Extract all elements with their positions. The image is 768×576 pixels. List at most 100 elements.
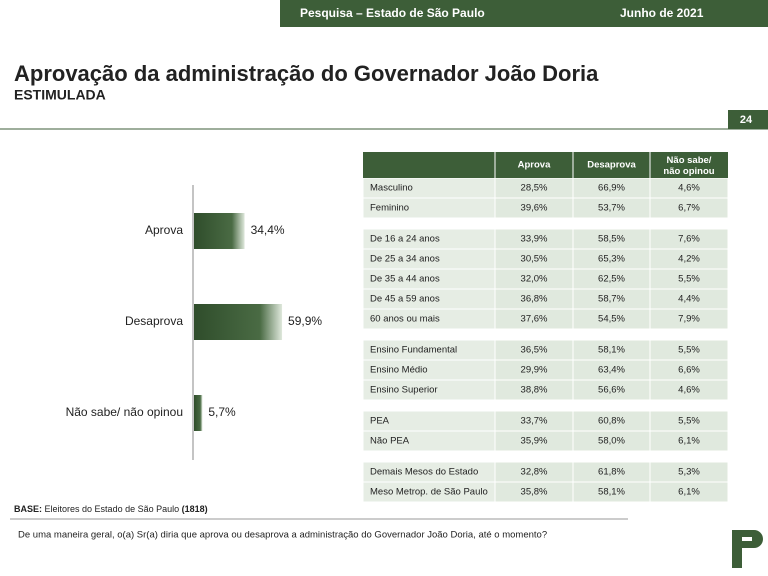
cell-bg — [495, 360, 573, 380]
cell-value: 58,1% — [598, 345, 625, 356]
cell-value: 53,7% — [598, 203, 625, 214]
subtitle: ESTIMULADA — [14, 87, 106, 103]
cell-value: 62,5% — [598, 274, 625, 285]
cell-bg — [573, 178, 650, 198]
cell-value: 58,0% — [598, 436, 625, 447]
cell-bg — [573, 431, 650, 451]
cell-bg — [495, 380, 573, 400]
cell-value: 5,5% — [678, 274, 700, 285]
category-label: Desaprova — [125, 314, 183, 328]
row-label: Masculino — [370, 183, 413, 194]
cell-value: 61,8% — [598, 467, 625, 478]
row-label: Demais Mesos do Estado — [370, 467, 478, 478]
cell-value: 39,6% — [521, 203, 548, 214]
cell-bg — [573, 269, 650, 289]
cell-value: 4,6% — [678, 385, 700, 396]
cell-bg — [495, 462, 573, 482]
row-label: De 35 a 44 anos — [370, 274, 440, 285]
cell-bg — [650, 229, 728, 249]
cell-bg — [495, 309, 573, 329]
cell-bg — [650, 340, 728, 360]
question: De uma maneira geral, o(a) Sr(a) diria q… — [18, 530, 547, 541]
cell-bg — [363, 178, 495, 198]
cell-bg — [495, 269, 573, 289]
cell-bg — [495, 340, 573, 360]
row-label: Ensino Médio — [370, 365, 428, 376]
row-label: Ensino Fundamental — [370, 345, 457, 356]
cell-bg — [363, 431, 495, 451]
base-note: BASE: Eleitores do Estado de São Paulo (… — [14, 504, 208, 514]
cell-bg — [650, 431, 728, 451]
cell-bg — [650, 411, 728, 431]
cell-value: 28,5% — [521, 183, 548, 194]
cell-bg — [650, 360, 728, 380]
cell-value: 4,6% — [678, 183, 700, 194]
cell-value: 7,9% — [678, 314, 700, 325]
cell-bg — [573, 411, 650, 431]
cell-value: 66,9% — [598, 183, 625, 194]
bar — [194, 304, 283, 340]
cell-bg — [363, 229, 495, 249]
cell-bg — [495, 482, 573, 502]
category-label: Não sabe/ não opinou — [66, 405, 183, 419]
cell-value: 5,5% — [678, 345, 700, 356]
cell-value: 60,8% — [598, 416, 625, 427]
header-bar — [280, 0, 768, 27]
header-date: Junho de 2021 — [620, 6, 704, 20]
bar — [194, 395, 203, 431]
cell-bg — [363, 249, 495, 269]
cell-value: 37,6% — [521, 314, 548, 325]
cell-value: 33,9% — [521, 234, 548, 245]
cell-value: 36,8% — [521, 294, 548, 305]
cell-value: 30,5% — [521, 254, 548, 265]
value-label: 59,9% — [288, 314, 322, 328]
cell-bg — [363, 289, 495, 309]
page-number-box — [728, 110, 768, 129]
cell-bg — [363, 198, 495, 218]
column-header: Não sabe/não opinou — [663, 155, 714, 177]
cell-bg — [495, 289, 573, 309]
cell-bg — [650, 289, 728, 309]
cell-value: 6,1% — [678, 436, 700, 447]
base-text: Eleitores do Estado de São Paulo — [45, 504, 180, 514]
row-label: Ensino Superior — [370, 385, 438, 396]
cell-bg — [650, 482, 728, 502]
cell-value: 56,6% — [598, 385, 625, 396]
cell-value: 63,4% — [598, 365, 625, 376]
cell-value: 6,1% — [678, 487, 700, 498]
category-label: Aprova — [145, 223, 183, 237]
cell-value: 5,5% — [678, 416, 700, 427]
cell-bg — [650, 269, 728, 289]
row-label: Feminino — [370, 203, 409, 214]
cell-bg — [573, 462, 650, 482]
cell-bg — [363, 482, 495, 502]
cell-bg — [650, 178, 728, 198]
cell-bg — [650, 380, 728, 400]
cell-value: 35,9% — [521, 436, 548, 447]
cell-value: 5,3% — [678, 467, 700, 478]
logo — [732, 530, 763, 568]
cell-value: 32,0% — [521, 274, 548, 285]
row-label: De 25 a 34 anos — [370, 254, 440, 265]
cell-bg — [363, 380, 495, 400]
value-label: 5,7% — [208, 405, 236, 419]
cell-value: 35,8% — [521, 487, 548, 498]
cell-bg — [573, 360, 650, 380]
cell-bg — [650, 198, 728, 218]
cell-value: 54,5% — [598, 314, 625, 325]
cell-value: 36,5% — [521, 345, 548, 356]
cell-value: 58,1% — [598, 487, 625, 498]
cell-value: 65,3% — [598, 254, 625, 265]
column-header: Desaprova — [587, 160, 636, 171]
cell-bg — [495, 229, 573, 249]
cell-value: 58,7% — [598, 294, 625, 305]
cell-bg — [573, 340, 650, 360]
base-label: BASE: — [14, 504, 42, 514]
row-label: De 16 a 24 anos — [370, 234, 440, 245]
cell-bg — [650, 309, 728, 329]
cell-bg — [363, 309, 495, 329]
cell-bg — [573, 229, 650, 249]
bar — [194, 213, 245, 249]
cell-value: 4,4% — [678, 294, 700, 305]
